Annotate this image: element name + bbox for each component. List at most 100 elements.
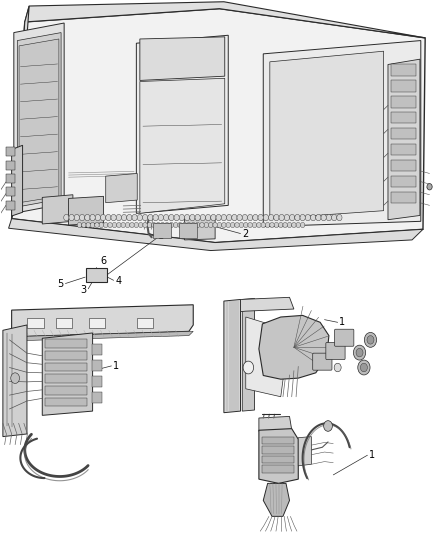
Circle shape bbox=[234, 222, 239, 228]
Circle shape bbox=[200, 214, 205, 221]
FancyBboxPatch shape bbox=[56, 318, 72, 328]
Circle shape bbox=[111, 214, 116, 221]
Polygon shape bbox=[263, 483, 289, 516]
Circle shape bbox=[79, 214, 85, 221]
Circle shape bbox=[331, 214, 336, 221]
Circle shape bbox=[310, 214, 315, 221]
Polygon shape bbox=[12, 9, 424, 243]
FancyBboxPatch shape bbox=[6, 187, 15, 196]
FancyBboxPatch shape bbox=[6, 148, 15, 157]
Polygon shape bbox=[140, 78, 224, 213]
Polygon shape bbox=[42, 333, 92, 415]
Circle shape bbox=[138, 222, 143, 228]
FancyBboxPatch shape bbox=[92, 392, 102, 402]
FancyBboxPatch shape bbox=[6, 200, 15, 209]
FancyBboxPatch shape bbox=[390, 160, 415, 171]
Circle shape bbox=[226, 214, 231, 221]
Circle shape bbox=[164, 222, 169, 228]
Circle shape bbox=[252, 222, 256, 228]
Circle shape bbox=[294, 214, 299, 221]
FancyBboxPatch shape bbox=[390, 64, 415, 76]
Polygon shape bbox=[140, 37, 224, 80]
Circle shape bbox=[204, 222, 208, 228]
Polygon shape bbox=[12, 146, 22, 216]
Circle shape bbox=[247, 214, 252, 221]
FancyBboxPatch shape bbox=[92, 360, 102, 370]
Circle shape bbox=[252, 214, 258, 221]
Circle shape bbox=[182, 222, 186, 228]
Circle shape bbox=[217, 222, 221, 228]
Polygon shape bbox=[387, 59, 419, 220]
Circle shape bbox=[336, 214, 341, 221]
Polygon shape bbox=[269, 51, 383, 219]
Circle shape bbox=[130, 222, 134, 228]
Polygon shape bbox=[19, 39, 59, 203]
Circle shape bbox=[239, 222, 243, 228]
Circle shape bbox=[353, 345, 365, 360]
Polygon shape bbox=[297, 437, 311, 466]
Circle shape bbox=[247, 222, 252, 228]
Circle shape bbox=[268, 214, 273, 221]
Polygon shape bbox=[12, 305, 193, 337]
Text: 2: 2 bbox=[242, 229, 248, 239]
Circle shape bbox=[186, 222, 191, 228]
Text: 1: 1 bbox=[338, 317, 344, 327]
Circle shape bbox=[366, 336, 373, 344]
Circle shape bbox=[177, 222, 182, 228]
Circle shape bbox=[205, 214, 210, 221]
Polygon shape bbox=[106, 173, 137, 203]
FancyBboxPatch shape bbox=[45, 363, 87, 371]
Circle shape bbox=[287, 222, 291, 228]
Circle shape bbox=[315, 214, 320, 221]
Circle shape bbox=[137, 214, 142, 221]
Circle shape bbox=[90, 222, 95, 228]
Polygon shape bbox=[258, 429, 297, 483]
FancyBboxPatch shape bbox=[45, 386, 87, 394]
Circle shape bbox=[208, 222, 212, 228]
FancyBboxPatch shape bbox=[178, 223, 197, 238]
Circle shape bbox=[258, 214, 263, 221]
Circle shape bbox=[194, 214, 200, 221]
Circle shape bbox=[81, 222, 86, 228]
Circle shape bbox=[242, 214, 247, 221]
FancyBboxPatch shape bbox=[194, 43, 214, 76]
FancyBboxPatch shape bbox=[261, 465, 293, 473]
Circle shape bbox=[143, 222, 147, 228]
Text: 4: 4 bbox=[115, 276, 121, 286]
FancyBboxPatch shape bbox=[261, 437, 293, 444]
FancyBboxPatch shape bbox=[261, 456, 293, 463]
Circle shape bbox=[199, 222, 204, 228]
Circle shape bbox=[151, 222, 155, 228]
Circle shape bbox=[263, 214, 268, 221]
FancyBboxPatch shape bbox=[334, 329, 353, 346]
Circle shape bbox=[243, 222, 247, 228]
Text: 6: 6 bbox=[100, 256, 106, 266]
FancyBboxPatch shape bbox=[390, 80, 415, 92]
Circle shape bbox=[112, 222, 117, 228]
Polygon shape bbox=[68, 196, 103, 225]
Circle shape bbox=[273, 214, 279, 221]
FancyBboxPatch shape bbox=[45, 374, 87, 383]
Circle shape bbox=[155, 222, 160, 228]
Circle shape bbox=[256, 222, 261, 228]
Circle shape bbox=[11, 373, 19, 383]
FancyBboxPatch shape bbox=[312, 353, 331, 370]
Circle shape bbox=[221, 214, 226, 221]
Text: 3: 3 bbox=[80, 286, 86, 295]
Circle shape bbox=[103, 222, 108, 228]
FancyBboxPatch shape bbox=[144, 43, 163, 76]
Circle shape bbox=[184, 214, 189, 221]
Polygon shape bbox=[12, 332, 193, 341]
FancyBboxPatch shape bbox=[390, 128, 415, 140]
FancyBboxPatch shape bbox=[169, 43, 188, 76]
Circle shape bbox=[85, 214, 90, 221]
Ellipse shape bbox=[38, 197, 46, 222]
Circle shape bbox=[86, 222, 90, 228]
Circle shape bbox=[117, 222, 121, 228]
Circle shape bbox=[284, 214, 289, 221]
FancyBboxPatch shape bbox=[6, 161, 15, 169]
FancyBboxPatch shape bbox=[45, 340, 87, 348]
Circle shape bbox=[195, 222, 199, 228]
Circle shape bbox=[231, 214, 237, 221]
Circle shape bbox=[127, 214, 132, 221]
